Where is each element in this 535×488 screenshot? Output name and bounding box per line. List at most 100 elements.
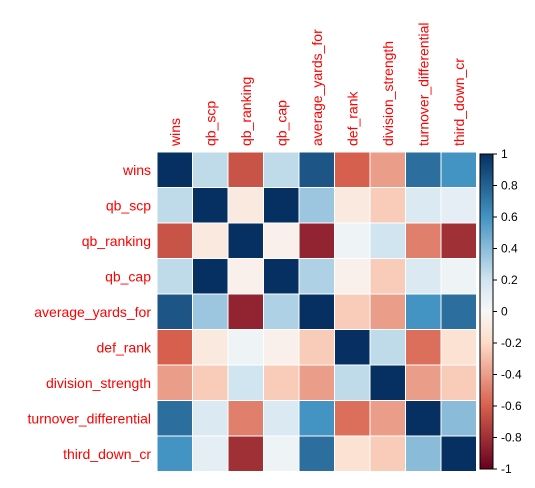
colorbar-tick-label: 0.4 [501, 242, 518, 256]
heatmap-cell-qb_ranking-average_yards_for [298, 222, 335, 259]
heatmap-cell-division_strength-average_yards_for [298, 364, 335, 401]
colorbar-tick-label: 0.2 [501, 273, 518, 287]
column-label-def_rank: def_rank [344, 91, 360, 146]
heatmap-cell-qb_cap-qb_scp [192, 258, 229, 295]
heatmap-cell-division_strength-qb_scp [192, 364, 229, 401]
column-labels: wins qb_scp qb_ranking qb_cap average_yards_… [167, 23, 467, 147]
heatmap-cell-average_yards_for-qb_scp [192, 293, 229, 330]
heatmap-cell-qb_scp-wins [156, 187, 193, 224]
heatmap-cell-turnover_differential-def_rank [334, 400, 371, 437]
colorbar-tick-label: 0.8 [501, 179, 518, 193]
heatmap-cell-division_strength-def_rank [334, 364, 371, 401]
heatmap-cell-third_down_cr-third_down_cr [440, 435, 477, 472]
heatmap-cell-wins-average_yards_for [298, 151, 335, 188]
heatmap-cell-turnover_differential-turnover_differential [405, 400, 442, 437]
heatmap-cell-qb_cap-qb_ranking [227, 258, 264, 295]
heatmap-cell-qb_cap-qb_cap [263, 258, 300, 295]
row-label-qb_ranking: qb_ranking [82, 233, 151, 249]
heatmap-cell-def_rank-average_yards_for [298, 329, 335, 366]
row-label-def_rank: def_rank [97, 339, 152, 355]
colorbar-tick-label: -1 [501, 462, 512, 476]
heatmap-cell-third_down_cr-average_yards_for [298, 435, 335, 472]
heatmap-cell-qb_cap-turnover_differential [405, 258, 442, 295]
heatmap-cell-qb_scp-average_yards_for [298, 187, 335, 224]
row-label-turnover_differential: turnover_differential [28, 410, 151, 426]
heatmap-cell-def_rank-turnover_differential [405, 329, 442, 366]
colorbar-gradient [479, 153, 494, 470]
heatmap-cell-third_down_cr-def_rank [334, 435, 371, 472]
heatmap-cell-average_yards_for-division_strength [369, 293, 406, 330]
heatmap-cell-turnover_differential-third_down_cr [440, 400, 477, 437]
heatmap-cell-division_strength-qb_ranking [227, 364, 264, 401]
heatmap-cell-qb_scp-def_rank [334, 187, 371, 224]
heatmap-cell-qb_scp-qb_cap [263, 187, 300, 224]
heatmap-cell-turnover_differential-qb_ranking [227, 400, 264, 437]
heatmap-cells [156, 151, 477, 472]
heatmap-cell-turnover_differential-qb_cap [263, 400, 300, 437]
heatmap-cell-third_down_cr-qb_ranking [227, 435, 264, 472]
column-label-wins: wins [167, 118, 183, 147]
heatmap-cell-qb_scp-qb_scp [192, 187, 229, 224]
colorbar-tick-label: -0.8 [501, 431, 522, 445]
heatmap-cell-wins-turnover_differential [405, 151, 442, 188]
column-label-division_strength: division_strength [380, 41, 396, 146]
heatmap-cell-wins-wins [156, 151, 193, 188]
heatmap-cell-average_yards_for-third_down_cr [440, 293, 477, 330]
heatmap-cell-wins-division_strength [369, 151, 406, 188]
heatmap-cell-qb_ranking-qb_scp [192, 222, 229, 259]
heatmap-cell-qb_cap-def_rank [334, 258, 371, 295]
colorbar-tick-label: 0.6 [501, 210, 518, 224]
heatmap-cell-def_rank-qb_cap [263, 329, 300, 366]
heatmap-cell-average_yards_for-average_yards_for [298, 293, 335, 330]
colorbar-tick-label: 1 [501, 147, 508, 161]
row-label-division_strength: division_strength [46, 375, 151, 391]
heatmap-cell-qb_scp-qb_ranking [227, 187, 264, 224]
heatmap-cell-average_yards_for-qb_cap [263, 293, 300, 330]
heatmap-cell-def_rank-def_rank [334, 329, 371, 366]
heatmap-cell-division_strength-third_down_cr [440, 364, 477, 401]
heatmap-cell-average_yards_for-qb_ranking [227, 293, 264, 330]
row-label-wins: wins [122, 162, 151, 178]
heatmap-cell-average_yards_for-def_rank [334, 293, 371, 330]
heatmap-cell-def_rank-division_strength [369, 329, 406, 366]
heatmap-cell-average_yards_for-turnover_differential [405, 293, 442, 330]
heatmap-cell-def_rank-qb_scp [192, 329, 229, 366]
heatmap-cell-qb_ranking-division_strength [369, 222, 406, 259]
heatmap-cell-qb_scp-division_strength [369, 187, 406, 224]
colorbar-tick-label: -0.2 [501, 336, 522, 350]
heatmap-cell-qb_ranking-qb_ranking [227, 222, 264, 259]
heatmap-cell-wins-qb_scp [192, 151, 229, 188]
column-label-qb_cap: qb_cap [273, 100, 289, 146]
heatmap-cell-def_rank-qb_ranking [227, 329, 264, 366]
row-label-qb_cap: qb_cap [105, 268, 151, 284]
heatmap-cell-qb_ranking-def_rank [334, 222, 371, 259]
heatmap-cell-third_down_cr-qb_cap [263, 435, 300, 472]
row-label-third_down_cr: third_down_cr [63, 446, 151, 462]
heatmap-cell-third_down_cr-division_strength [369, 435, 406, 472]
column-label-average_yards_for: average_yards_for [309, 29, 325, 146]
heatmap-cell-qb_cap-division_strength [369, 258, 406, 295]
heatmap-cell-qb_scp-turnover_differential [405, 187, 442, 224]
heatmap-cell-division_strength-turnover_differential [405, 364, 442, 401]
heatmap-cell-average_yards_for-wins [156, 293, 193, 330]
heatmap-cell-wins-qb_cap [263, 151, 300, 188]
heatmap-cell-third_down_cr-turnover_differential [405, 435, 442, 472]
heatmap-cell-turnover_differential-division_strength [369, 400, 406, 437]
heatmap-cell-division_strength-wins [156, 364, 193, 401]
heatmap-cell-qb_scp-third_down_cr [440, 187, 477, 224]
heatmap-cell-qb_ranking-turnover_differential [405, 222, 442, 259]
heatmap-cell-division_strength-division_strength [369, 364, 406, 401]
heatmap-cell-qb_ranking-qb_cap [263, 222, 300, 259]
heatmap-cell-qb_ranking-third_down_cr [440, 222, 477, 259]
heatmap-cell-wins-def_rank [334, 151, 371, 188]
heatmap-cell-wins-qb_ranking [227, 151, 264, 188]
row-labels: wins qb_scp qb_ranking qb_cap average_yards_… [28, 162, 152, 462]
heatmap-cell-wins-third_down_cr [440, 151, 477, 188]
heatmap-cell-turnover_differential-wins [156, 400, 193, 437]
row-label-average_yards_for: average_yards_for [34, 304, 151, 320]
colorbar: 1 0.8 0.6 0.4 0.2 0 -0.2 -0.4 -0.6 -0.8 -1 [479, 147, 522, 476]
heatmap-cell-qb_ranking-wins [156, 222, 193, 259]
heatmap-cell-turnover_differential-qb_scp [192, 400, 229, 437]
